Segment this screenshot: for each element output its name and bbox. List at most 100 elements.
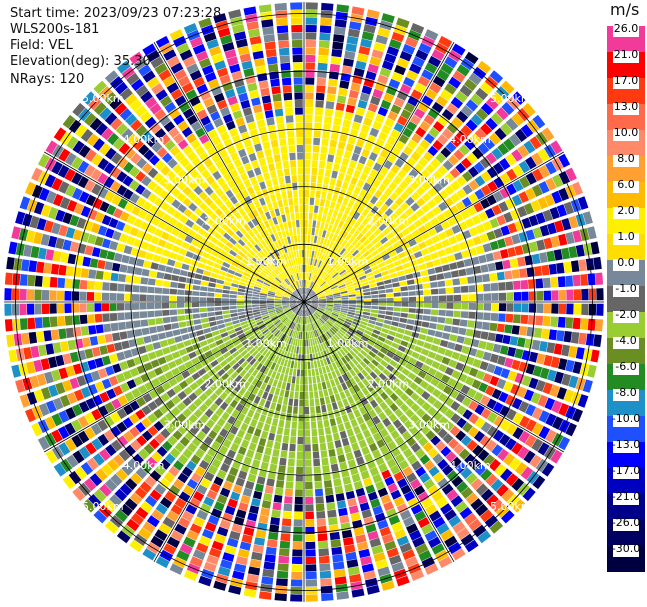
velocity-gate [473, 161, 485, 174]
velocity-gate [298, 280, 301, 288]
velocity-gate [315, 251, 320, 260]
velocity-gate [239, 53, 252, 63]
velocity-gate [294, 315, 298, 323]
velocity-gate [531, 438, 544, 452]
velocity-gate [326, 339, 333, 347]
velocity-gate [388, 346, 397, 354]
velocity-gate [391, 255, 400, 262]
velocity-gate [234, 211, 242, 220]
velocity-gate [401, 297, 409, 302]
azimuth-spoke [43, 151, 305, 303]
velocity-gate [121, 128, 134, 141]
velocity-gate [103, 415, 115, 428]
velocity-gate [211, 222, 220, 231]
velocity-gate [517, 337, 526, 348]
velocity-gate [339, 391, 346, 400]
velocity-gate [345, 215, 352, 224]
velocity-gate [398, 134, 409, 145]
velocity-gate [176, 302, 185, 308]
velocity-gate [408, 168, 419, 179]
velocity-gate [199, 257, 208, 264]
velocity-gate [294, 331, 298, 339]
velocity-gate [139, 481, 152, 494]
velocity-gate [280, 272, 287, 279]
velocity-gate [210, 413, 220, 423]
velocity-gate [558, 187, 570, 201]
velocity-gate [424, 133, 435, 144]
velocity-gate [30, 345, 40, 358]
velocity-gate [209, 402, 219, 412]
velocity-gate [305, 99, 314, 108]
velocity-gate [276, 266, 282, 273]
velocity-gate [283, 351, 288, 359]
velocity-gate [318, 548, 330, 557]
velocity-gate [91, 408, 102, 421]
velocity-gate [320, 343, 325, 351]
velocity-gate [255, 224, 263, 233]
velocity-gate [434, 224, 444, 234]
velocity-gate [307, 272, 310, 280]
velocity-gate [537, 196, 549, 210]
velocity-gate [253, 183, 261, 193]
velocity-gate [188, 265, 197, 273]
velocity-gate [108, 375, 119, 387]
velocity-gate [117, 198, 128, 209]
velocity-gate [566, 289, 574, 301]
velocity-gate [85, 397, 97, 410]
velocity-gate [395, 332, 404, 339]
velocity-gate [247, 121, 257, 131]
velocity-gate [388, 181, 398, 191]
velocity-gate [273, 280, 280, 286]
velocity-gate [267, 294, 275, 298]
velocity-gate [224, 257, 233, 265]
velocity-gate [323, 176, 330, 185]
velocity-gate [274, 208, 281, 217]
velocity-gate [312, 283, 317, 290]
velocity-gate [99, 107, 112, 121]
velocity-gate [328, 232, 334, 241]
velocity-gate [565, 167, 577, 182]
velocity-gate [398, 152, 409, 162]
velocity-gate [291, 421, 297, 429]
velocity-gate [240, 349, 248, 357]
velocity-gate [140, 241, 150, 251]
velocity-gate [308, 331, 312, 339]
velocity-gate [365, 393, 374, 402]
velocity-gate [243, 214, 251, 223]
velocity-gate [480, 468, 493, 481]
velocity-gate [72, 229, 83, 241]
velocity-gate [491, 444, 503, 457]
velocity-gate [330, 250, 337, 258]
velocity-gate [350, 337, 358, 344]
velocity-gate [415, 174, 425, 185]
velocity-gate [226, 325, 234, 331]
velocity-gate [430, 251, 439, 260]
velocity-gate [334, 322, 342, 328]
velocity-gate [459, 319, 468, 327]
velocity-gate [372, 120, 383, 131]
velocity-gate [181, 263, 190, 271]
velocity-gate [332, 209, 339, 218]
velocity-gate [82, 256, 91, 267]
velocity-gate [362, 250, 371, 258]
velocity-gate [440, 374, 451, 384]
velocity-gate [296, 466, 303, 475]
velocity-gate [320, 450, 328, 459]
velocity-gate [407, 95, 419, 107]
velocity-gate [384, 53, 397, 64]
velocity-gate [321, 2, 334, 11]
velocity-gate [480, 198, 491, 209]
velocity-gate [381, 469, 392, 480]
velocity-gate [370, 399, 379, 409]
velocity-gate [468, 367, 479, 378]
azimuth-spokes [4, 2, 604, 602]
velocity-gate [273, 318, 280, 324]
velocity-gate [568, 215, 579, 229]
velocity-gate [270, 362, 277, 370]
velocity-gate [521, 350, 531, 361]
velocity-gate [186, 63, 199, 75]
velocity-gate [65, 407, 77, 420]
velocity-gate [162, 309, 170, 316]
velocity-gate [264, 148, 272, 157]
velocity-gate [313, 466, 321, 474]
